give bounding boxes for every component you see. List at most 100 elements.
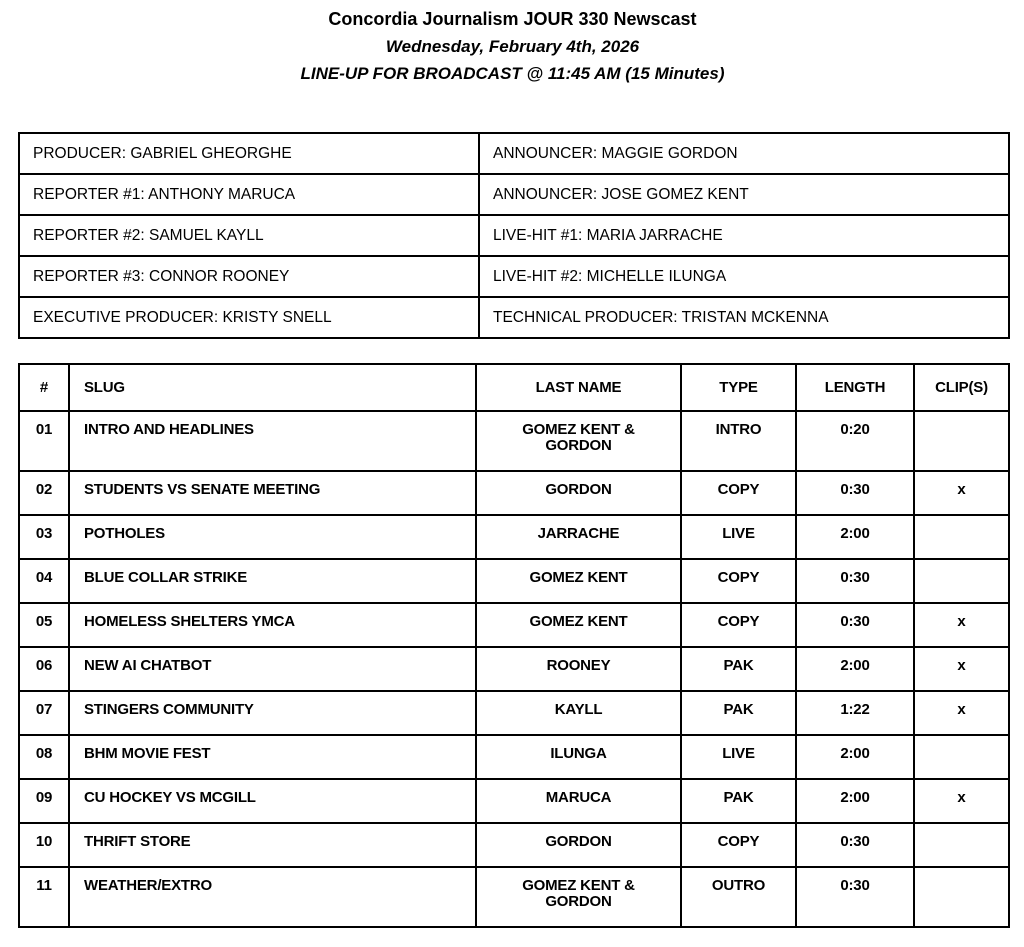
rundown-cell-clip: [913, 514, 1010, 560]
rundown-cell-length: 2:00: [795, 646, 915, 692]
column-header-type: TYPE: [680, 363, 797, 412]
rundown-cell-last-name: GOMEZ KENT & GORDON: [475, 866, 682, 928]
rundown-cell-clip: x: [913, 646, 1010, 692]
rundown-cell-clip: [913, 734, 1010, 780]
rundown-table: # SLUG LAST NAME TYPE LENGTH CLIP(S) 01 I…: [18, 363, 1010, 928]
rundown-cell-number: 09: [18, 778, 70, 824]
crew-role-right: LIVE-HIT #1: MARIA JARRACHE: [478, 214, 1010, 257]
rundown-cell-type: PAK: [680, 778, 797, 824]
rundown-cell-slug: NEW AI CHATBOT: [68, 646, 477, 692]
rundown-row: 11 WEATHER/EXTRO GOMEZ KENT & GORDON OUTRO 0…: [18, 866, 1010, 928]
rundown-cell-type: LIVE: [680, 734, 797, 780]
rundown-cell-clip: x: [913, 602, 1010, 648]
rundown-cell-length: 0:30: [795, 470, 915, 516]
rundown-cell-number: 08: [18, 734, 70, 780]
rundown-cell-slug: WEATHER/EXTRO: [68, 866, 477, 928]
crew-row: REPORTER #3: CONNOR ROONEY LIVE-HIT #2: M…: [18, 255, 1010, 298]
rundown-cell-last-name: GOMEZ KENT & GORDON: [475, 410, 682, 472]
rundown-cell-type: INTRO: [680, 410, 797, 472]
rundown-cell-number: 05: [18, 602, 70, 648]
rundown-cell-last-name: GOMEZ KENT: [475, 558, 682, 604]
rundown-cell-slug: BLUE COLLAR STRIKE: [68, 558, 477, 604]
crew-row: EXECUTIVE PRODUCER: KRISTY SNELL TECHNICA…: [18, 296, 1010, 339]
rundown-row: 06 NEW AI CHATBOT ROONEY PAK 2:00 x: [18, 646, 1010, 692]
rundown-cell-length: 0:30: [795, 822, 915, 868]
broadcast-date: Wednesday, February 4th, 2026: [385, 37, 640, 56]
rundown-cell-type: COPY: [680, 602, 797, 648]
rundown-cell-length: 0:30: [795, 866, 915, 928]
rundown-cell-type: COPY: [680, 558, 797, 604]
rundown-cell-last-name: GORDON: [475, 822, 682, 868]
rundown-header-row: # SLUG LAST NAME TYPE LENGTH CLIP(S): [18, 363, 1010, 412]
rundown-row: 10 THRIFT STORE GORDON COPY 0:30: [18, 822, 1010, 868]
crew-table: PRODUCER: GABRIEL GHEORGHE ANNOUNCER: MAG…: [18, 132, 1010, 339]
rundown-cell-last-name: KAYLL: [475, 690, 682, 736]
rundown-cell-length: 0:20: [795, 410, 915, 472]
newscast-lineup-document: Concordia Journalism JOUR 330 Newscast W…: [18, 5, 1010, 928]
rundown-cell-slug: HOMELESS SHELTERS YMCA: [68, 602, 477, 648]
column-header-last-name: LAST NAME: [475, 363, 682, 412]
rundown-cell-clip: x: [913, 470, 1010, 516]
crew-role-left: REPORTER #3: CONNOR ROONEY: [18, 255, 480, 298]
rundown-cell-clip: x: [913, 690, 1010, 736]
rundown-cell-slug: STINGERS COMMUNITY: [68, 690, 477, 736]
rundown-cell-slug: STUDENTS VS SENATE MEETING: [68, 470, 477, 516]
rundown-table-body: 01 INTRO AND HEADLINES GOMEZ KENT & GORDON…: [18, 410, 1010, 928]
document-title: Concordia Journalism JOUR 330 Newscast: [328, 9, 697, 29]
rundown-cell-last-name: GOMEZ KENT: [475, 602, 682, 648]
rundown-row: 04 BLUE COLLAR STRIKE GOMEZ KENT COPY 0:30: [18, 558, 1010, 604]
crew-table-body: PRODUCER: GABRIEL GHEORGHE ANNOUNCER: MAG…: [18, 132, 1010, 339]
rundown-cell-last-name: GORDON: [475, 470, 682, 516]
crew-role-left: EXECUTIVE PRODUCER: KRISTY SNELL: [18, 296, 480, 339]
rundown-cell-number: 03: [18, 514, 70, 560]
rundown-cell-length: 1:22: [795, 690, 915, 736]
rundown-cell-clip: x: [913, 778, 1010, 824]
rundown-row: 07 STINGERS COMMUNITY KAYLL PAK 1:22 x: [18, 690, 1010, 736]
rundown-cell-slug: BHM MOVIE FEST: [68, 734, 477, 780]
rundown-cell-number: 01: [18, 410, 70, 472]
column-header-clips: CLIP(S): [913, 363, 1010, 412]
rundown-cell-type: PAK: [680, 690, 797, 736]
rundown-cell-type: LIVE: [680, 514, 797, 560]
rundown-cell-number: 11: [18, 866, 70, 928]
rundown-cell-length: 0:30: [795, 602, 915, 648]
crew-role-left: PRODUCER: GABRIEL GHEORGHE: [18, 132, 480, 175]
rundown-cell-slug: POTHOLES: [68, 514, 477, 560]
rundown-cell-number: 10: [18, 822, 70, 868]
rundown-cell-last-name: MARUCA: [475, 778, 682, 824]
rundown-row: 08 BHM MOVIE FEST ILUNGA LIVE 2:00: [18, 734, 1010, 780]
crew-role-right: LIVE-HIT #2: MICHELLE ILUNGA: [478, 255, 1010, 298]
crew-row: PRODUCER: GABRIEL GHEORGHE ANNOUNCER: MAG…: [18, 132, 1010, 175]
rundown-cell-slug: CU HOCKEY VS MCGILL: [68, 778, 477, 824]
rundown-cell-type: COPY: [680, 470, 797, 516]
rundown-cell-number: 07: [18, 690, 70, 736]
rundown-cell-length: 0:30: [795, 558, 915, 604]
rundown-cell-type: COPY: [680, 822, 797, 868]
rundown-cell-clip: [913, 410, 1010, 472]
rundown-cell-last-name: ILUNGA: [475, 734, 682, 780]
rundown-cell-slug: INTRO AND HEADLINES: [68, 410, 477, 472]
crew-role-left: REPORTER #1: ANTHONY MARUCA: [18, 173, 480, 216]
crew-role-right: ANNOUNCER: MAGGIE GORDON: [478, 132, 1010, 175]
rundown-row: 05 HOMELESS SHELTERS YMCA GOMEZ KENT COPY 0:…: [18, 602, 1010, 648]
rundown-cell-clip: [913, 822, 1010, 868]
broadcast-lineup-info: LINE-UP FOR BROADCAST @ 11:45 AM (15 Min…: [300, 64, 725, 83]
rundown-cell-last-name: JARRACHE: [475, 514, 682, 560]
rundown-row: 02 STUDENTS VS SENATE MEETING GORDON COPY 0:…: [18, 470, 1010, 516]
column-header-length: LENGTH: [795, 363, 915, 412]
rundown-cell-number: 02: [18, 470, 70, 516]
rundown-cell-slug: THRIFT STORE: [68, 822, 477, 868]
rundown-cell-type: OUTRO: [680, 866, 797, 928]
column-header-slug: SLUG: [68, 363, 477, 412]
rundown-cell-clip: [913, 866, 1010, 928]
crew-role-right: ANNOUNCER: JOSE GOMEZ KENT: [478, 173, 1010, 216]
document-header: Concordia Journalism JOUR 330 Newscast W…: [18, 5, 1007, 87]
crew-role-left: REPORTER #2: SAMUEL KAYLL: [18, 214, 480, 257]
rundown-cell-length: 2:00: [795, 514, 915, 560]
rundown-row: 01 INTRO AND HEADLINES GOMEZ KENT & GORDON…: [18, 410, 1010, 472]
rundown-cell-type: PAK: [680, 646, 797, 692]
crew-row: REPORTER #2: SAMUEL KAYLL LIVE-HIT #1: MA…: [18, 214, 1010, 257]
crew-role-right: TECHNICAL PRODUCER: TRISTAN MCKENNA: [478, 296, 1010, 339]
rundown-cell-number: 06: [18, 646, 70, 692]
rundown-cell-number: 04: [18, 558, 70, 604]
